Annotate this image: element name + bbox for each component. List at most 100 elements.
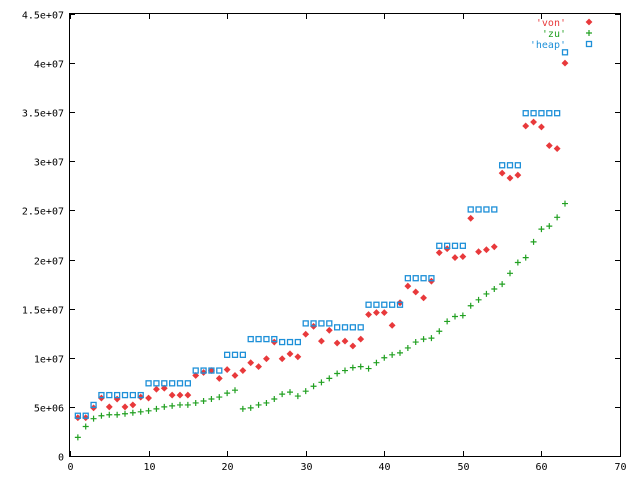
data-point	[184, 391, 192, 399]
data-point	[388, 321, 396, 329]
data-point	[467, 302, 474, 309]
data-point	[184, 401, 191, 408]
data-point	[223, 366, 231, 373]
data-point	[122, 410, 128, 417]
data-point	[286, 350, 294, 358]
data-point	[255, 335, 262, 343]
data-point	[381, 301, 388, 308]
series-1	[74, 200, 568, 441]
data-point	[333, 324, 341, 331]
data-point	[530, 110, 537, 117]
data-point	[200, 397, 207, 404]
data-point	[459, 253, 467, 261]
data-point	[381, 354, 388, 361]
data-point	[538, 123, 545, 131]
data-point	[475, 248, 482, 256]
data-point	[553, 145, 561, 152]
data-point	[232, 387, 238, 394]
y-tick-label: 3e+07	[34, 158, 64, 169]
data-point	[404, 344, 411, 351]
data-point	[420, 275, 427, 282]
data-point	[231, 351, 239, 358]
data-point	[365, 301, 372, 308]
data-point	[530, 118, 537, 126]
y-tick-label: 4e+07	[34, 60, 64, 71]
data-point	[475, 296, 482, 303]
series-2	[74, 49, 569, 419]
data-point	[129, 391, 137, 399]
data-point	[287, 389, 293, 396]
data-point	[554, 214, 561, 221]
data-point	[553, 110, 561, 117]
data-point	[357, 363, 364, 370]
data-point	[420, 294, 427, 302]
data-point	[294, 393, 301, 400]
data-point	[499, 281, 506, 288]
data-point	[263, 399, 270, 406]
data-point	[310, 383, 317, 390]
data-point	[255, 363, 262, 371]
data-point	[452, 313, 458, 320]
data-point	[491, 206, 498, 213]
data-point	[168, 380, 176, 387]
data-point	[310, 320, 317, 327]
data-point	[546, 223, 553, 230]
data-point	[176, 391, 184, 399]
data-point	[522, 122, 530, 130]
y-tick-label: 2e+07	[34, 257, 64, 268]
series-layer	[74, 49, 569, 441]
legend-label: 'von'	[536, 18, 566, 29]
data-point	[153, 405, 160, 412]
data-point	[507, 270, 513, 277]
data-point	[271, 396, 278, 403]
data-point	[444, 318, 451, 325]
data-point	[388, 301, 396, 308]
data-point	[239, 367, 247, 374]
data-point	[325, 326, 333, 334]
data-point	[396, 301, 404, 308]
data-point	[294, 338, 302, 346]
y-tick-label: 5e+06	[34, 404, 64, 415]
data-point	[326, 375, 333, 382]
data-point	[373, 359, 380, 366]
data-point	[192, 367, 199, 374]
data-point	[208, 367, 215, 374]
data-point	[247, 359, 255, 367]
data-point	[545, 142, 553, 150]
y-tick-label: 0	[58, 453, 64, 464]
data-point	[326, 320, 333, 327]
data-point	[349, 342, 357, 350]
data-point	[483, 206, 490, 213]
series-0	[74, 59, 569, 422]
data-point	[153, 380, 160, 387]
data-point	[443, 242, 451, 249]
data-point	[271, 335, 278, 343]
data-point	[286, 338, 294, 346]
data-point	[106, 411, 113, 418]
data-point	[428, 335, 435, 342]
data-point	[349, 364, 356, 371]
data-point	[373, 309, 380, 317]
data-point	[74, 434, 81, 441]
data-point	[98, 412, 105, 419]
data-point	[113, 391, 121, 399]
data-point	[247, 404, 254, 411]
data-point	[365, 311, 372, 318]
data-point	[365, 365, 372, 372]
x-tick-label: 30	[300, 462, 312, 473]
data-point	[451, 242, 459, 249]
data-point	[239, 351, 247, 358]
data-point	[341, 337, 349, 345]
data-point	[404, 275, 412, 282]
x-tick-label: 50	[457, 462, 469, 473]
data-point	[279, 391, 286, 398]
data-point	[208, 396, 215, 403]
x-tick-label: 60	[535, 462, 547, 473]
data-point	[168, 391, 176, 399]
data-point	[278, 338, 286, 346]
data-point	[200, 367, 207, 374]
data-point	[184, 380, 192, 387]
data-point	[412, 339, 419, 346]
data-point	[546, 110, 553, 117]
